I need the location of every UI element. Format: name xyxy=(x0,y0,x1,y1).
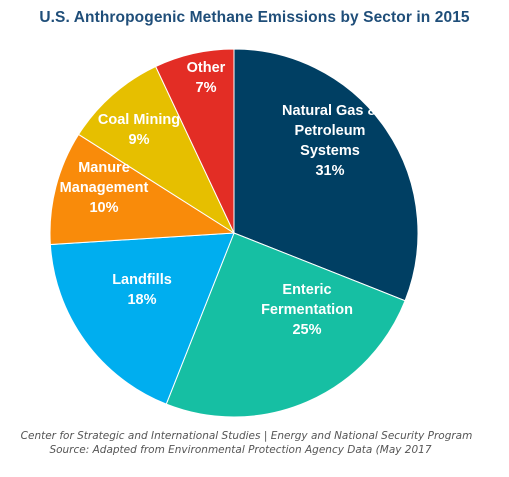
footer-credit: Center for Strategic and International S… xyxy=(20,430,473,442)
slice-name: Other xyxy=(187,60,226,76)
slice-name: Management xyxy=(60,180,149,196)
slice-name: Petroleum xyxy=(295,123,366,139)
slice-percent: 25% xyxy=(292,322,321,338)
slice-label: Landfills 18% xyxy=(112,272,172,308)
pie-slice xyxy=(154,48,235,234)
slice-percent: 9% xyxy=(129,132,150,148)
slice-name: Natural Gas & xyxy=(282,103,378,119)
slice-percent: 31% xyxy=(315,163,344,179)
slice-label: Manure Management 10% xyxy=(60,160,149,216)
pie-slice xyxy=(77,65,236,235)
slice-name: Coal Mining xyxy=(98,112,180,128)
slice-label: Natural Gas & Petroleum Systems 31% xyxy=(282,103,378,179)
slice-name: Systems xyxy=(300,143,360,159)
slice-percent: 7% xyxy=(196,80,217,96)
slice-label: Enteric Fermentation 25% xyxy=(261,282,353,338)
slice-label: Coal Mining 9% xyxy=(98,112,180,148)
chart-title: U.S. Anthropogenic Methane Emissions by … xyxy=(39,9,470,26)
slice-name: Landfills xyxy=(112,272,172,288)
pie-slice xyxy=(49,133,236,246)
slice-name: Manure xyxy=(78,160,130,176)
slice-label: Other 7% xyxy=(187,60,226,96)
slice-name: Fermentation xyxy=(261,302,353,318)
pie-slice xyxy=(49,232,235,405)
slice-percent: 10% xyxy=(89,200,118,216)
pie-slice xyxy=(165,232,406,418)
pie-slice xyxy=(233,48,419,302)
footer-source: Source: Adapted from Environmental Prote… xyxy=(49,444,432,456)
slice-percent: 18% xyxy=(127,292,156,308)
slice-name: Enteric xyxy=(282,282,331,298)
